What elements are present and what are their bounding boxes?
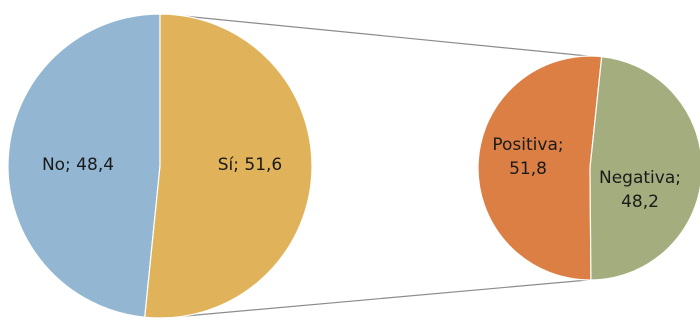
secondary-pie: Positiva; 51,8 Negativa; 48,2	[477, 55, 700, 281]
connector-line-bottom	[162, 279, 589, 319]
data-label-s-: Sí; 51,6	[218, 155, 283, 175]
pie-slice-s-	[144, 13, 313, 319]
main-pie: No; 48,4 Sí; 51,6	[7, 13, 313, 319]
connector-line-top	[162, 13, 609, 59]
data-label-no: No; 48,4	[42, 155, 114, 175]
pie-slice-negativa	[589, 55, 700, 281]
pie-slice-positiva	[477, 55, 603, 281]
data-label-negativa: Negativa; 48,2	[599, 168, 681, 212]
pie-slice-no	[7, 13, 161, 318]
data-label-positiva: Positiva; 51,8	[492, 135, 563, 179]
